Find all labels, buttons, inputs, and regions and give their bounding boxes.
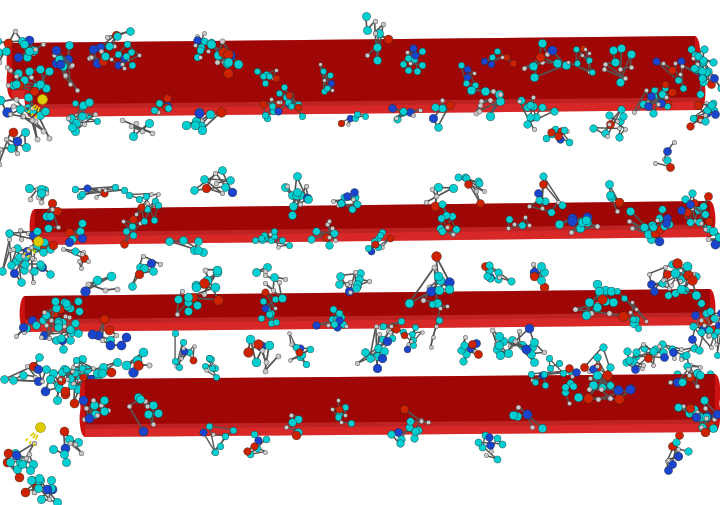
Polygon shape (24, 289, 710, 332)
Ellipse shape (710, 374, 720, 410)
Polygon shape (12, 57, 695, 92)
Polygon shape (85, 397, 715, 415)
Polygon shape (35, 201, 710, 237)
Ellipse shape (705, 289, 716, 325)
Polygon shape (25, 313, 710, 332)
Polygon shape (12, 57, 696, 100)
Polygon shape (30, 98, 700, 118)
Ellipse shape (80, 401, 91, 437)
Ellipse shape (6, 64, 17, 100)
Ellipse shape (80, 379, 91, 415)
Ellipse shape (695, 75, 706, 111)
Ellipse shape (24, 82, 35, 118)
Polygon shape (85, 396, 715, 437)
Ellipse shape (705, 201, 716, 237)
Ellipse shape (6, 44, 17, 80)
Ellipse shape (690, 37, 701, 73)
Polygon shape (24, 289, 710, 324)
Polygon shape (30, 75, 700, 110)
Ellipse shape (30, 210, 40, 245)
Polygon shape (85, 374, 715, 407)
Polygon shape (12, 80, 696, 100)
Ellipse shape (19, 296, 30, 332)
Polygon shape (85, 374, 715, 415)
Polygon shape (35, 225, 710, 245)
Polygon shape (12, 37, 696, 80)
Polygon shape (85, 396, 715, 429)
Ellipse shape (690, 57, 701, 93)
Ellipse shape (710, 396, 720, 432)
Polygon shape (35, 201, 710, 245)
Polygon shape (85, 420, 715, 437)
Polygon shape (30, 75, 700, 118)
Polygon shape (12, 37, 695, 72)
Polygon shape (12, 60, 696, 80)
